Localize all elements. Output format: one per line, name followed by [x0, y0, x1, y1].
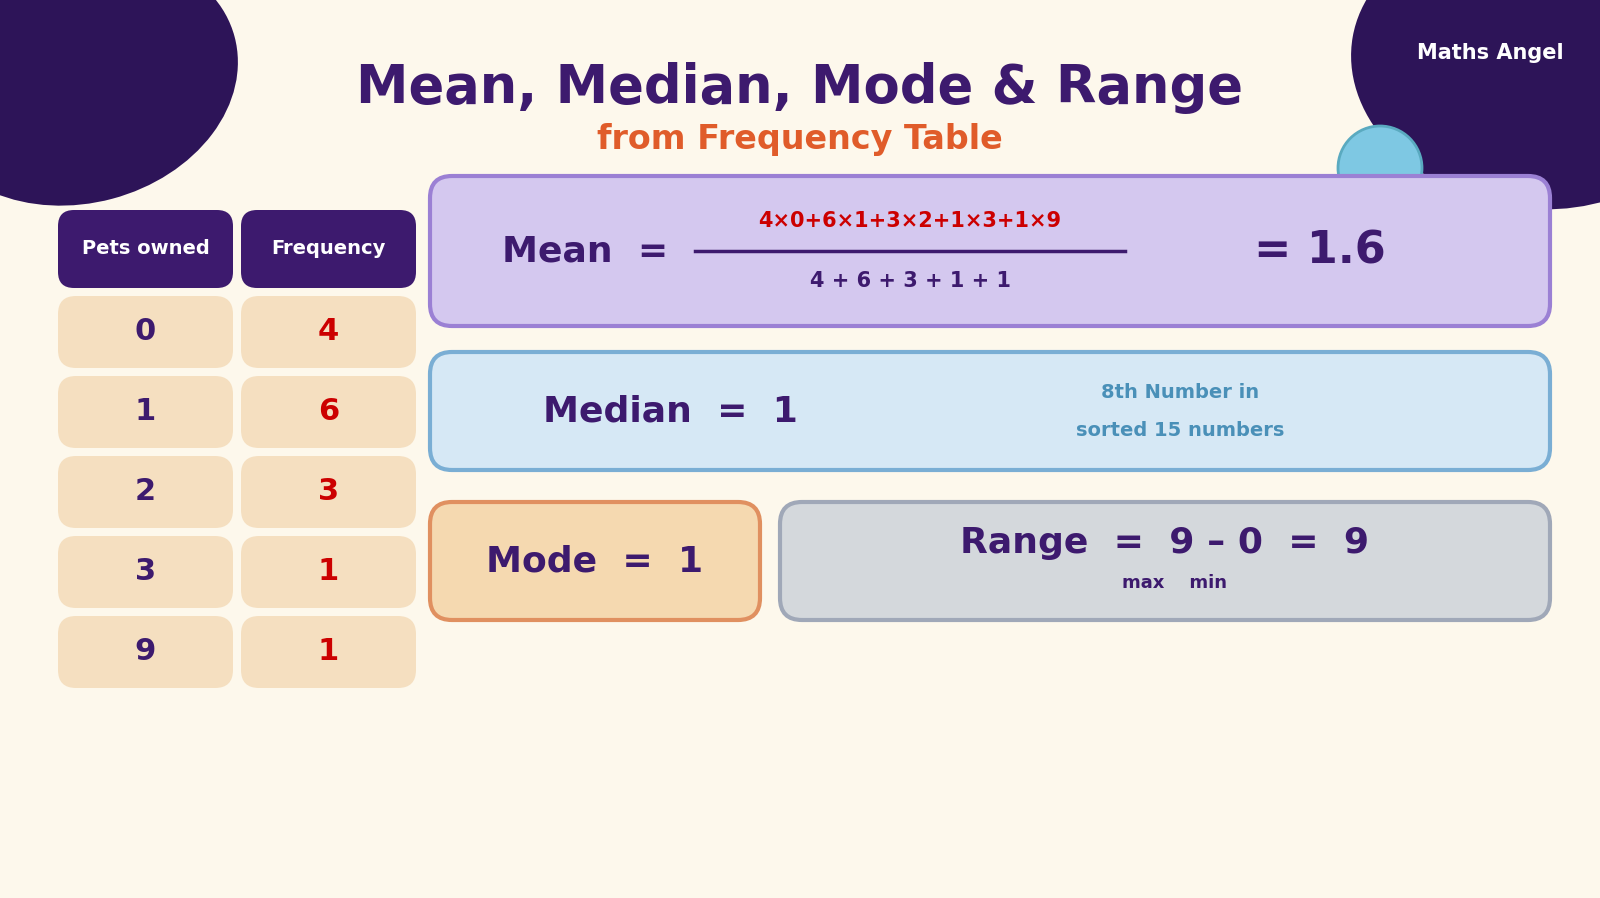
FancyBboxPatch shape: [781, 502, 1550, 620]
FancyBboxPatch shape: [58, 376, 234, 448]
Text: Median  =  1: Median = 1: [542, 394, 797, 428]
FancyBboxPatch shape: [242, 210, 416, 288]
FancyBboxPatch shape: [430, 352, 1550, 470]
FancyBboxPatch shape: [58, 210, 234, 288]
Text: Pets owned: Pets owned: [82, 240, 210, 259]
FancyBboxPatch shape: [58, 536, 234, 608]
Text: Maths Angel: Maths Angel: [1416, 43, 1563, 63]
Text: 4: 4: [318, 318, 339, 347]
Text: 3: 3: [318, 478, 339, 506]
Text: 9: 9: [134, 638, 157, 666]
Circle shape: [1338, 126, 1422, 210]
Text: 3: 3: [134, 558, 157, 586]
FancyBboxPatch shape: [58, 456, 234, 528]
Text: 4 + 6 + 3 + 1 + 1: 4 + 6 + 3 + 1 + 1: [810, 271, 1011, 291]
FancyBboxPatch shape: [242, 296, 416, 368]
FancyBboxPatch shape: [242, 376, 416, 448]
Text: sorted 15 numbers: sorted 15 numbers: [1075, 421, 1285, 441]
FancyBboxPatch shape: [242, 536, 416, 608]
Text: 1: 1: [134, 398, 157, 427]
Text: 8th Number in: 8th Number in: [1101, 383, 1259, 402]
Text: 4×0+6×1+3×2+1×3+1×9: 4×0+6×1+3×2+1×3+1×9: [758, 211, 1061, 231]
FancyBboxPatch shape: [242, 616, 416, 688]
Circle shape: [1414, 197, 1426, 209]
FancyBboxPatch shape: [242, 456, 416, 528]
Text: 2: 2: [134, 478, 157, 506]
FancyBboxPatch shape: [430, 502, 760, 620]
Text: Mode  =  1: Mode = 1: [486, 544, 704, 578]
Ellipse shape: [1350, 0, 1600, 209]
FancyBboxPatch shape: [58, 616, 234, 688]
Text: max    min: max min: [1123, 574, 1227, 592]
Text: 6: 6: [318, 398, 339, 427]
Text: Range  =  9 – 0  =  9: Range = 9 – 0 = 9: [960, 526, 1370, 560]
Text: Mean  =: Mean =: [502, 234, 669, 268]
Text: 1: 1: [318, 558, 339, 586]
FancyBboxPatch shape: [430, 176, 1550, 326]
Text: Frequency: Frequency: [272, 240, 386, 259]
Text: = 1.6: = 1.6: [1254, 230, 1386, 272]
Ellipse shape: [0, 0, 238, 206]
FancyBboxPatch shape: [58, 296, 234, 368]
Text: Mean, Median, Mode & Range: Mean, Median, Mode & Range: [357, 62, 1243, 114]
Text: from Frequency Table: from Frequency Table: [597, 124, 1003, 156]
Text: 1: 1: [318, 638, 339, 666]
Text: 0: 0: [134, 318, 157, 347]
